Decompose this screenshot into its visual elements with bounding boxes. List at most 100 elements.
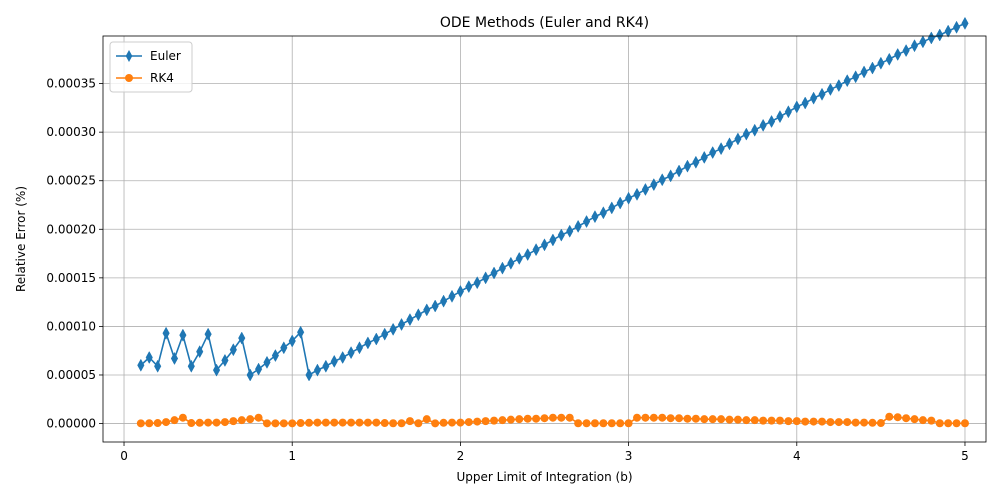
data-point <box>717 142 725 156</box>
data-point <box>540 238 549 252</box>
data-point <box>852 70 860 84</box>
data-point <box>826 82 835 96</box>
data-point <box>196 345 204 359</box>
data-point <box>297 325 305 339</box>
data-point <box>885 52 893 66</box>
data-point <box>439 418 448 427</box>
y-tick-label: 0.00000 <box>46 417 96 431</box>
data-point <box>507 256 515 270</box>
data-point <box>238 331 246 345</box>
data-point <box>170 351 179 365</box>
data-point <box>347 346 355 360</box>
data-point <box>355 418 364 427</box>
x-tick-label: 5 <box>961 449 969 463</box>
series-euler <box>137 16 969 382</box>
plot-series <box>136 16 969 428</box>
data-point <box>540 414 549 423</box>
data-point <box>154 359 162 373</box>
data-point <box>330 354 338 368</box>
data-point <box>709 146 717 160</box>
data-point <box>524 248 532 262</box>
legend: Euler RK4 <box>109 41 193 93</box>
data-point <box>574 219 582 233</box>
data-point <box>279 419 288 428</box>
data-point <box>280 341 288 355</box>
series-rk4 <box>136 412 969 428</box>
data-point <box>936 28 944 42</box>
data-point <box>515 251 523 265</box>
y-tick-label: 0.00005 <box>46 368 96 382</box>
data-point <box>498 416 507 425</box>
data-point <box>145 419 154 428</box>
data-point <box>448 289 456 303</box>
data-point <box>506 415 515 424</box>
legend-marker <box>125 74 133 82</box>
data-point <box>675 414 684 423</box>
data-point <box>960 419 969 428</box>
data-point <box>532 243 540 257</box>
data-point <box>423 303 431 317</box>
data-point <box>372 418 381 427</box>
data-point <box>447 418 456 427</box>
data-point <box>944 419 953 428</box>
data-point <box>557 228 565 242</box>
data-point <box>742 127 750 141</box>
legend-entry-euler: Euler <box>116 49 181 63</box>
data-point <box>590 419 599 428</box>
data-point <box>355 341 364 355</box>
data-point <box>784 105 792 119</box>
data-point <box>641 182 649 196</box>
data-point <box>204 418 213 427</box>
data-point <box>296 419 305 428</box>
data-point <box>961 16 969 30</box>
x-axis-label: Upper Limit of Integration (b) <box>456 470 632 484</box>
data-point <box>246 368 254 382</box>
data-point <box>347 418 356 427</box>
data-point <box>809 417 818 426</box>
data-point <box>700 415 709 424</box>
x-tick-label: 1 <box>288 449 296 463</box>
data-point <box>667 169 675 183</box>
data-point <box>641 413 650 422</box>
x-tick-label: 4 <box>793 449 801 463</box>
data-point <box>532 414 541 423</box>
data-point <box>431 299 439 313</box>
data-point <box>456 284 464 298</box>
data-point <box>826 418 835 427</box>
data-point <box>153 419 162 428</box>
data-point <box>473 276 481 290</box>
y-tick-label: 0.00025 <box>46 174 96 188</box>
data-point <box>397 317 406 331</box>
data-point <box>776 110 784 124</box>
y-axis-label: Relative Error (%) <box>14 186 28 292</box>
data-point <box>952 419 961 428</box>
data-point <box>380 419 389 428</box>
data-point <box>263 355 271 369</box>
data-point <box>473 417 482 426</box>
data-point <box>170 416 179 425</box>
data-point <box>793 100 801 114</box>
data-point <box>490 416 499 425</box>
data-point <box>944 24 952 38</box>
data-point <box>137 358 145 372</box>
data-point <box>843 418 852 427</box>
data-point <box>725 137 734 151</box>
data-point <box>490 266 498 280</box>
data-point <box>625 191 633 205</box>
data-point <box>818 87 826 101</box>
legend-label: Euler <box>150 49 181 63</box>
data-point <box>725 415 734 424</box>
data-point <box>868 418 877 427</box>
data-point <box>734 132 742 146</box>
data-point <box>397 419 406 428</box>
data-point <box>876 419 885 428</box>
data-point <box>608 201 616 215</box>
data-point <box>254 413 263 422</box>
data-point <box>229 417 238 426</box>
data-point <box>313 363 322 377</box>
data-point <box>288 334 296 348</box>
data-point <box>801 96 809 110</box>
data-point <box>246 415 255 424</box>
data-point <box>582 214 591 229</box>
